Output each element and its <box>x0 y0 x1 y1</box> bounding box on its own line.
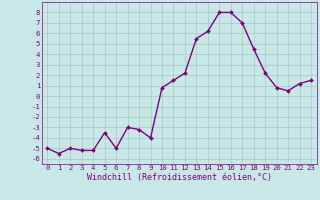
X-axis label: Windchill (Refroidissement éolien,°C): Windchill (Refroidissement éolien,°C) <box>87 173 272 182</box>
